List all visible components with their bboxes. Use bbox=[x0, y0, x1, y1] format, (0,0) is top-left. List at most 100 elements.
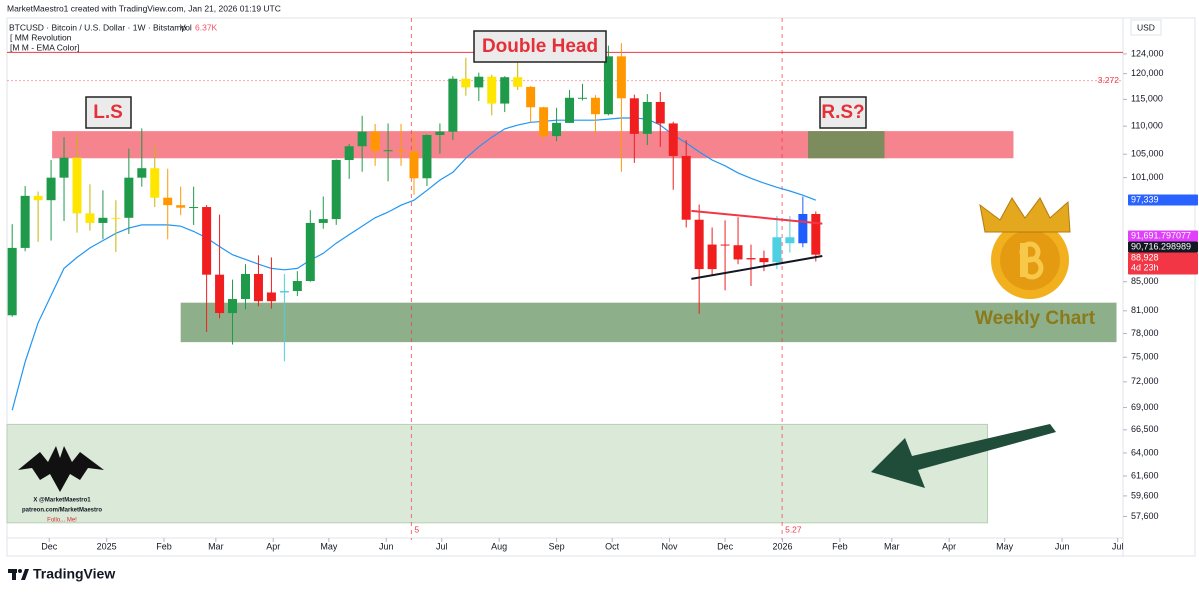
volume-label: Vol bbox=[180, 22, 192, 32]
candle-body bbox=[461, 78, 471, 88]
candle-body bbox=[707, 244, 717, 270]
candle-body bbox=[163, 197, 173, 206]
candle-body bbox=[253, 273, 263, 302]
vertical-line-label: 5 bbox=[414, 524, 419, 534]
candle-body bbox=[266, 292, 276, 302]
candle-body bbox=[357, 131, 367, 147]
candle-body bbox=[409, 151, 419, 179]
candle-body bbox=[513, 77, 523, 87]
currency: USD bbox=[1137, 22, 1155, 32]
annotation-box bbox=[819, 96, 867, 129]
ema-line bbox=[11, 117, 817, 411]
x-tick-label: Jun bbox=[379, 541, 394, 551]
candle-body bbox=[552, 122, 562, 137]
candle-body bbox=[318, 219, 328, 223]
trendline bbox=[691, 255, 823, 280]
candle-body bbox=[655, 101, 665, 124]
chart-frame bbox=[6, 17, 1196, 557]
x-tick-label: May bbox=[996, 541, 1014, 551]
candle-body bbox=[292, 281, 302, 292]
candle-body bbox=[526, 86, 536, 108]
candle-body bbox=[668, 123, 678, 156]
footer-logo bbox=[8, 569, 29, 580]
candle-body bbox=[46, 177, 56, 201]
candle-body bbox=[344, 146, 354, 161]
candle-body bbox=[396, 150, 406, 152]
price-label-box bbox=[1128, 194, 1198, 206]
candle-body bbox=[20, 195, 30, 248]
price-label: 88,928 bbox=[1131, 252, 1159, 262]
candle-body bbox=[590, 97, 600, 115]
candle-body bbox=[72, 157, 82, 214]
x-tick-label: Jun bbox=[1055, 541, 1070, 551]
y-tick-label: 69,000 bbox=[1131, 402, 1159, 412]
level-label: 3.272 bbox=[1098, 75, 1120, 85]
bitcoin-icon bbox=[979, 197, 1071, 299]
candle-body bbox=[772, 237, 782, 263]
candle-body bbox=[487, 76, 497, 104]
candle-body bbox=[565, 97, 575, 123]
watermark: Follo... Me! bbox=[47, 518, 77, 524]
y-tick-label: 66,500 bbox=[1131, 424, 1159, 434]
candle-body bbox=[202, 207, 212, 275]
candle-body bbox=[603, 56, 613, 115]
candle-body bbox=[383, 150, 393, 152]
y-tick-label: 105,000 bbox=[1131, 149, 1164, 159]
candle-body bbox=[7, 247, 17, 316]
x-tick-label: Apr bbox=[942, 541, 956, 551]
y-tick-label: 64,000 bbox=[1131, 447, 1159, 457]
candle-body bbox=[150, 168, 160, 198]
x-tick-label: Mar bbox=[208, 541, 224, 551]
price-label-sub: 4d 23h bbox=[1131, 262, 1159, 272]
x-tick-label: Dec bbox=[717, 541, 734, 551]
annotation: Weekly Chart bbox=[975, 308, 1096, 329]
indicator: [ MM Revolution bbox=[10, 32, 72, 42]
footer-brand: TradingView bbox=[33, 566, 115, 582]
annotation-box bbox=[85, 96, 132, 129]
symbol-line: BTCUSD · Bitcoin / U.S. Dollar · 1W · Bi… bbox=[9, 22, 186, 32]
candle-body bbox=[370, 131, 380, 151]
trendline bbox=[691, 209, 823, 225]
candle-body bbox=[629, 98, 639, 134]
annotation: L.S bbox=[93, 102, 123, 123]
zone bbox=[180, 302, 1117, 343]
x-tick-label: Sep bbox=[549, 541, 565, 551]
y-tick-label: 59,600 bbox=[1131, 490, 1159, 500]
x-tick-label: 2026 bbox=[772, 541, 792, 551]
y-tick-label: 124,000 bbox=[1131, 48, 1164, 58]
candle-body bbox=[176, 205, 186, 208]
watermark: X @MarketMaestro1 bbox=[33, 498, 91, 504]
candle-body bbox=[305, 222, 315, 282]
y-tick-label: 57,600 bbox=[1131, 511, 1159, 521]
x-tick-label: Nov bbox=[661, 541, 678, 551]
x-tick-label: Jul bbox=[1112, 541, 1124, 551]
candle-body bbox=[539, 107, 549, 137]
zone bbox=[808, 131, 885, 159]
bat-logo bbox=[18, 446, 104, 492]
x-tick-label: Feb bbox=[156, 541, 172, 551]
candle-body bbox=[228, 299, 238, 314]
candle-body bbox=[733, 245, 743, 260]
candle-body bbox=[474, 76, 484, 88]
x-tick-label: 2025 bbox=[97, 541, 117, 551]
candle-body bbox=[785, 237, 795, 244]
vertical-line-label: 5.27 bbox=[785, 524, 802, 534]
candle-body bbox=[681, 155, 691, 220]
y-tick-label: 81,000 bbox=[1131, 305, 1159, 315]
volume-value: 6.37K bbox=[195, 22, 218, 32]
candle-body bbox=[33, 195, 43, 201]
x-tick-label: Aug bbox=[491, 541, 507, 551]
price-label: 97,339 bbox=[1131, 194, 1159, 204]
x-tick-label: Dec bbox=[41, 541, 58, 551]
price-label-box bbox=[1128, 252, 1198, 275]
price-label: 90,716.298989 bbox=[1131, 241, 1191, 251]
currency-box bbox=[1130, 19, 1162, 36]
candle-body bbox=[59, 157, 69, 178]
candle-body bbox=[448, 78, 458, 132]
candle-body bbox=[720, 244, 730, 246]
candle-body bbox=[746, 258, 756, 260]
y-tick-label: 120,000 bbox=[1131, 68, 1164, 78]
x-tick-label: May bbox=[320, 541, 338, 551]
y-tick-label: 85,000 bbox=[1131, 276, 1159, 286]
x-tick-label: Mar bbox=[884, 541, 900, 551]
